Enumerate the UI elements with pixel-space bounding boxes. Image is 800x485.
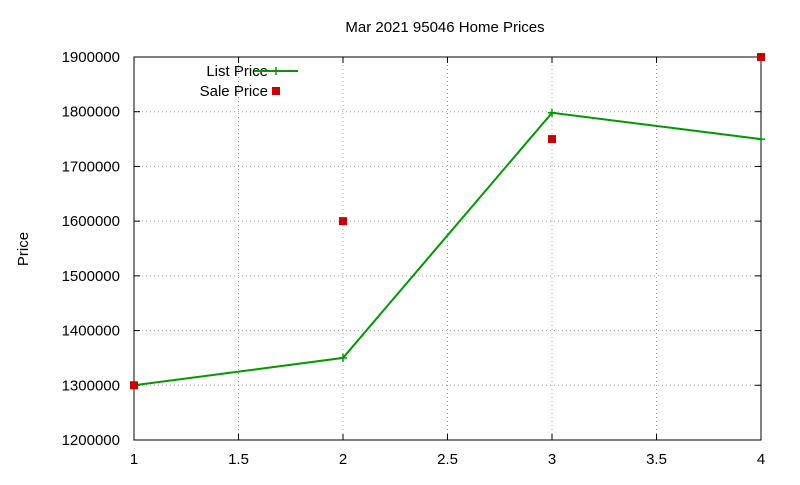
data-point-list-price (548, 108, 556, 117)
chart-title: Mar 2021 95046 Home Prices (345, 19, 544, 36)
series-line-list-price (133, 111, 762, 387)
data-point-sale-price (757, 53, 765, 61)
y-tick-label: 1400000 (62, 323, 120, 340)
data-point-sale-price (548, 135, 556, 144)
x-tick-label: 4 (757, 451, 765, 468)
y-axis-label: Price (15, 232, 32, 266)
y-tick-label: 1600000 (62, 213, 120, 230)
y-tick-label: 1500000 (62, 268, 120, 285)
y-tick-label: 1900000 (62, 49, 120, 66)
y-tick-label: 1800000 (62, 104, 120, 121)
data-point-list-price (339, 353, 347, 362)
y-tick-label: 1700000 (62, 158, 120, 175)
x-tick-label: 3 (548, 451, 556, 468)
series-layer (130, 53, 765, 390)
grid-lines (134, 57, 761, 440)
axis-ticks: 1 1.5 2 2.5 3 3.5 4 1200000 1300000 1400000 150000… (62, 49, 766, 468)
x-tick-label: 1.5 (228, 451, 249, 468)
data-point-sale-price (130, 381, 138, 390)
legend-square-swatch (272, 87, 280, 95)
legend-plus-swatch (272, 67, 280, 75)
y-tick-label: 1200000 (62, 432, 120, 449)
x-tick-label: 2 (339, 451, 347, 468)
x-tick-label: 1 (130, 451, 138, 468)
x-tick-label: 2.5 (437, 451, 458, 468)
x-tick-label: 3.5 (646, 451, 667, 468)
data-point-sale-price (339, 217, 347, 226)
legend-label: List Price (206, 63, 268, 80)
y-tick-label: 1300000 (62, 377, 120, 394)
plot-frame (133, 56, 762, 441)
legend-label: Sale Price (200, 83, 268, 100)
legend: List Price Sale Price (200, 63, 298, 100)
data-point-list-price (757, 135, 765, 144)
